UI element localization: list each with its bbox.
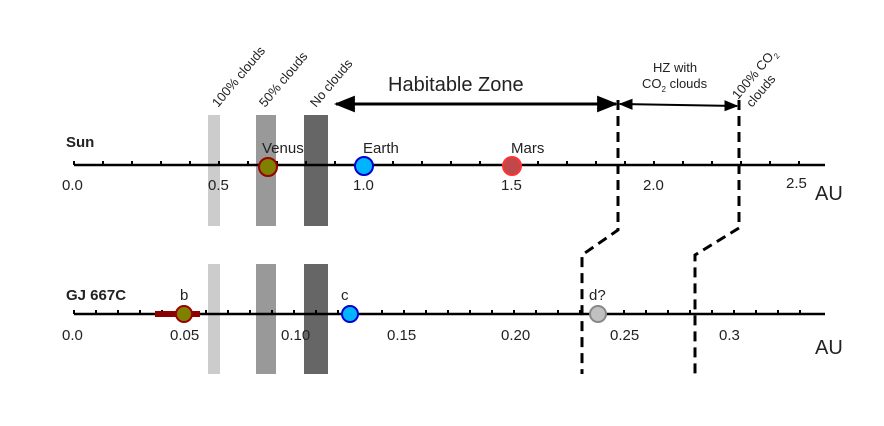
svg-text:1.5: 1.5 [501, 177, 522, 194]
svg-text:b: b [180, 287, 188, 304]
svg-text:0.15: 0.15 [387, 327, 416, 344]
svg-text:Venus: Venus [262, 140, 304, 157]
hz-co2-label-line1: HZ with [653, 60, 697, 75]
cloud-bar-100-gj [208, 264, 220, 374]
svg-text:d?: d? [589, 287, 606, 304]
svg-text:Mars: Mars [511, 140, 544, 157]
svg-text:2.5: 2.5 [786, 175, 807, 192]
svg-text:0.0: 0.0 [62, 327, 83, 344]
planet-b: b [155, 287, 200, 323]
svg-text:c: c [341, 287, 349, 304]
habitable-zone-label: Habitable Zone [388, 74, 524, 96]
svg-text:0.3: 0.3 [719, 327, 740, 344]
gj-axis-ticks [73, 310, 801, 314]
gj-axis-tick-labels: 0.0 0.05 0.10 0.15 0.20 0.25 0.3 [62, 327, 740, 344]
gj-axis-label: GJ 667C [66, 287, 126, 304]
svg-text:0.25: 0.25 [610, 327, 639, 344]
gj-axis-unit: AU [815, 337, 843, 359]
sun-axis-tick-labels: 0.0 0.5 1.0 1.5 2.0 2.5 [62, 175, 807, 194]
sun-axis-ticks [73, 161, 800, 165]
planet-earth: Earth [354, 140, 399, 176]
planet-venus: Venus [258, 140, 304, 177]
svg-text:0.05: 0.05 [170, 327, 199, 344]
svg-text:0.10: 0.10 [281, 327, 310, 344]
sun-axis-unit: AU [815, 183, 843, 205]
cloud-bar-none-gj [304, 264, 328, 374]
svg-text:0.0: 0.0 [62, 177, 83, 194]
planet-c: c [341, 287, 359, 323]
svg-text:0.5: 0.5 [208, 177, 229, 194]
hz-co2-label-line2: CO2 clouds [642, 76, 708, 94]
hz-co2-arrow [618, 98, 739, 112]
planet-d: d? [589, 287, 607, 323]
cloud-label-none: No clouds [307, 56, 356, 110]
cloud-bar-50-gj [256, 264, 276, 374]
svg-text:0.20: 0.20 [501, 327, 530, 344]
planet-mars: Mars [502, 140, 544, 176]
svg-text:2.0: 2.0 [643, 177, 664, 194]
cloud-bar-100 [208, 115, 220, 226]
svg-text:1.0: 1.0 [353, 177, 374, 194]
cloud-bar-none [304, 115, 328, 226]
sun-axis-label: Sun [66, 134, 94, 151]
svg-text:Earth: Earth [363, 140, 399, 157]
